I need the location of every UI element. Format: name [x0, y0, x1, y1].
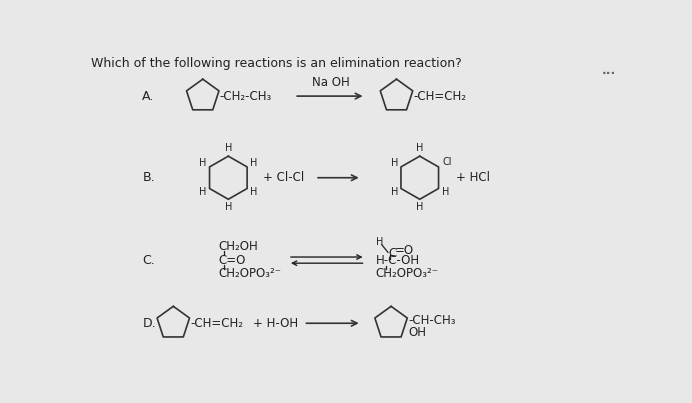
Text: H: H: [250, 158, 257, 168]
Text: D.: D.: [143, 317, 156, 330]
Text: H: H: [416, 202, 424, 212]
Text: OH: OH: [408, 326, 426, 339]
Text: B.: B.: [143, 171, 155, 184]
Text: H: H: [441, 187, 449, 197]
Text: CH₂OH: CH₂OH: [218, 240, 258, 253]
Text: H: H: [225, 202, 232, 212]
Text: H: H: [199, 187, 206, 197]
Text: C.: C.: [143, 253, 155, 267]
Text: + H-OH: + H-OH: [253, 317, 298, 330]
Text: H: H: [376, 237, 383, 247]
Text: H: H: [390, 158, 398, 168]
Text: H: H: [416, 143, 424, 154]
Text: =O: =O: [395, 244, 414, 258]
Text: H: H: [199, 158, 206, 168]
Text: Cl: Cl: [442, 157, 452, 167]
Text: C=O: C=O: [218, 253, 246, 267]
Text: H: H: [225, 143, 232, 154]
Text: + HCl: + HCl: [456, 171, 490, 184]
Text: CH₂OPO₃²⁻: CH₂OPO₃²⁻: [218, 268, 281, 280]
Text: A.: A.: [143, 89, 154, 103]
Text: CH₂OPO₃²⁻: CH₂OPO₃²⁻: [376, 268, 439, 280]
Text: -CH=CH₂: -CH=CH₂: [414, 89, 466, 103]
Text: C: C: [389, 247, 397, 260]
Text: H-C-OH: H-C-OH: [376, 253, 420, 267]
Text: Na OH: Na OH: [312, 76, 349, 89]
Text: -CH-CH₃: -CH-CH₃: [408, 314, 455, 327]
Text: Which of the following reactions is an elimination reaction?: Which of the following reactions is an e…: [91, 57, 462, 70]
Text: H: H: [390, 187, 398, 197]
Text: -CH₂-CH₃: -CH₂-CH₃: [220, 89, 272, 103]
Text: + Cl-Cl: + Cl-Cl: [263, 171, 304, 184]
Text: H: H: [250, 187, 257, 197]
Text: -CH=CH₂: -CH=CH₂: [190, 317, 244, 330]
Text: ...: ...: [602, 64, 616, 77]
